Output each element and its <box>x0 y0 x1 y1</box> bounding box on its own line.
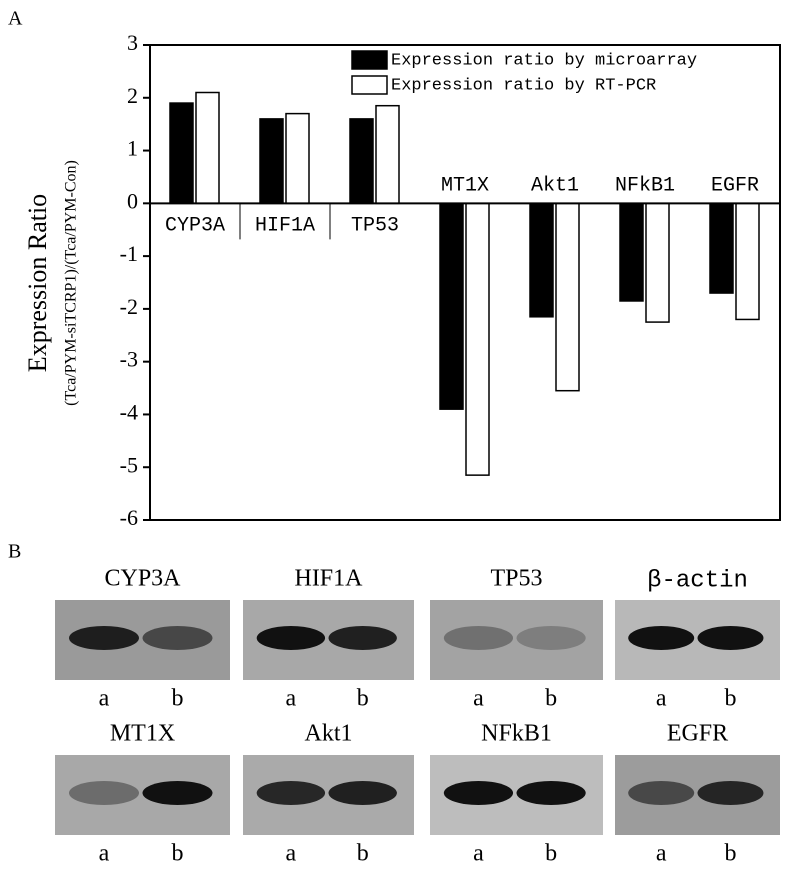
blot-title: β-actin <box>647 567 748 594</box>
y-axis-sublabel: (Tca/PYM-siTCRP1)/(Tca/PYM-Con) <box>63 160 80 406</box>
blot-title: HIF1A <box>294 566 363 592</box>
bar <box>349 118 374 205</box>
blot-band <box>142 626 213 650</box>
y-tick-label: -1 <box>120 241 138 266</box>
bar <box>555 202 580 392</box>
blot-band <box>628 781 695 805</box>
lane-label: b <box>172 841 184 867</box>
lane-label: b <box>725 686 737 712</box>
bar <box>735 202 760 321</box>
bar <box>439 202 464 410</box>
lane-label: a <box>99 686 110 712</box>
x-tick-label: TP53 <box>351 215 399 238</box>
blot-band <box>256 781 326 805</box>
lane-label: a <box>656 686 667 712</box>
lane-label: b <box>545 686 557 712</box>
lane-label: b <box>172 686 184 712</box>
bar <box>375 104 400 205</box>
blot-band <box>142 781 213 805</box>
y-tick-label: -3 <box>120 347 138 372</box>
x-tick-label: MT1X <box>441 175 489 198</box>
legend-label: Expression ratio by RT-PCR <box>391 76 656 95</box>
bar <box>645 202 670 323</box>
blot-band <box>697 781 764 805</box>
y-tick-label: 3 <box>127 30 138 55</box>
y-tick-label: -2 <box>120 294 138 319</box>
y-axis-label: Expression Ratio <box>23 194 52 372</box>
lane-label: a <box>286 841 297 867</box>
bar <box>619 202 644 302</box>
bar <box>709 202 734 294</box>
lane-label: a <box>286 686 297 712</box>
lane-label: b <box>725 841 737 867</box>
blot-title: MT1X <box>110 721 175 747</box>
blot-title: CYP3A <box>104 566 181 592</box>
blot-image <box>430 600 603 680</box>
bar <box>169 102 194 205</box>
blot-band <box>443 626 514 650</box>
blot-band <box>697 626 764 650</box>
x-tick-label: CYP3A <box>165 215 225 238</box>
lane-label: a <box>99 841 110 867</box>
blot-band <box>516 626 586 650</box>
lane-label: a <box>656 841 667 867</box>
bar <box>465 202 490 476</box>
y-tick-label: 0 <box>127 188 138 213</box>
blot-band <box>328 781 397 805</box>
blot-band <box>628 626 695 650</box>
y-tick-label: -4 <box>120 399 138 424</box>
blot-band <box>69 781 139 805</box>
x-tick-label: HIF1A <box>255 215 315 238</box>
bar <box>529 202 554 318</box>
legend-swatch <box>351 50 388 70</box>
x-tick-label: Akt1 <box>531 175 579 198</box>
blot-band <box>328 626 397 650</box>
blot-title: NFkB1 <box>481 721 552 747</box>
lane-label: b <box>357 841 369 867</box>
blot-band <box>69 626 139 650</box>
lane-label: a <box>473 686 484 712</box>
bar <box>259 118 284 205</box>
panel-label: B <box>8 541 21 563</box>
y-tick-label: 2 <box>127 83 138 108</box>
blot-title: TP53 <box>490 566 542 592</box>
panel-label: A <box>8 8 23 30</box>
bar <box>285 112 310 205</box>
legend-swatch <box>351 75 388 95</box>
x-tick-label: NFkB1 <box>615 175 675 198</box>
lane-label: b <box>357 686 369 712</box>
y-tick-label: -5 <box>120 452 138 477</box>
blot-band <box>516 781 586 805</box>
y-tick-label: 1 <box>127 136 138 161</box>
legend-label: Expression ratio by microarray <box>391 51 697 70</box>
blot-band <box>256 626 326 650</box>
lane-label: a <box>473 841 484 867</box>
y-tick-label: -6 <box>120 505 138 530</box>
bar <box>195 91 220 205</box>
plot-frame <box>149 44 781 521</box>
blot-title: EGFR <box>667 721 728 747</box>
lane-label: b <box>545 841 557 867</box>
blot-band <box>443 781 514 805</box>
blot-title: Akt1 <box>305 721 353 747</box>
x-tick-label: EGFR <box>711 175 759 198</box>
